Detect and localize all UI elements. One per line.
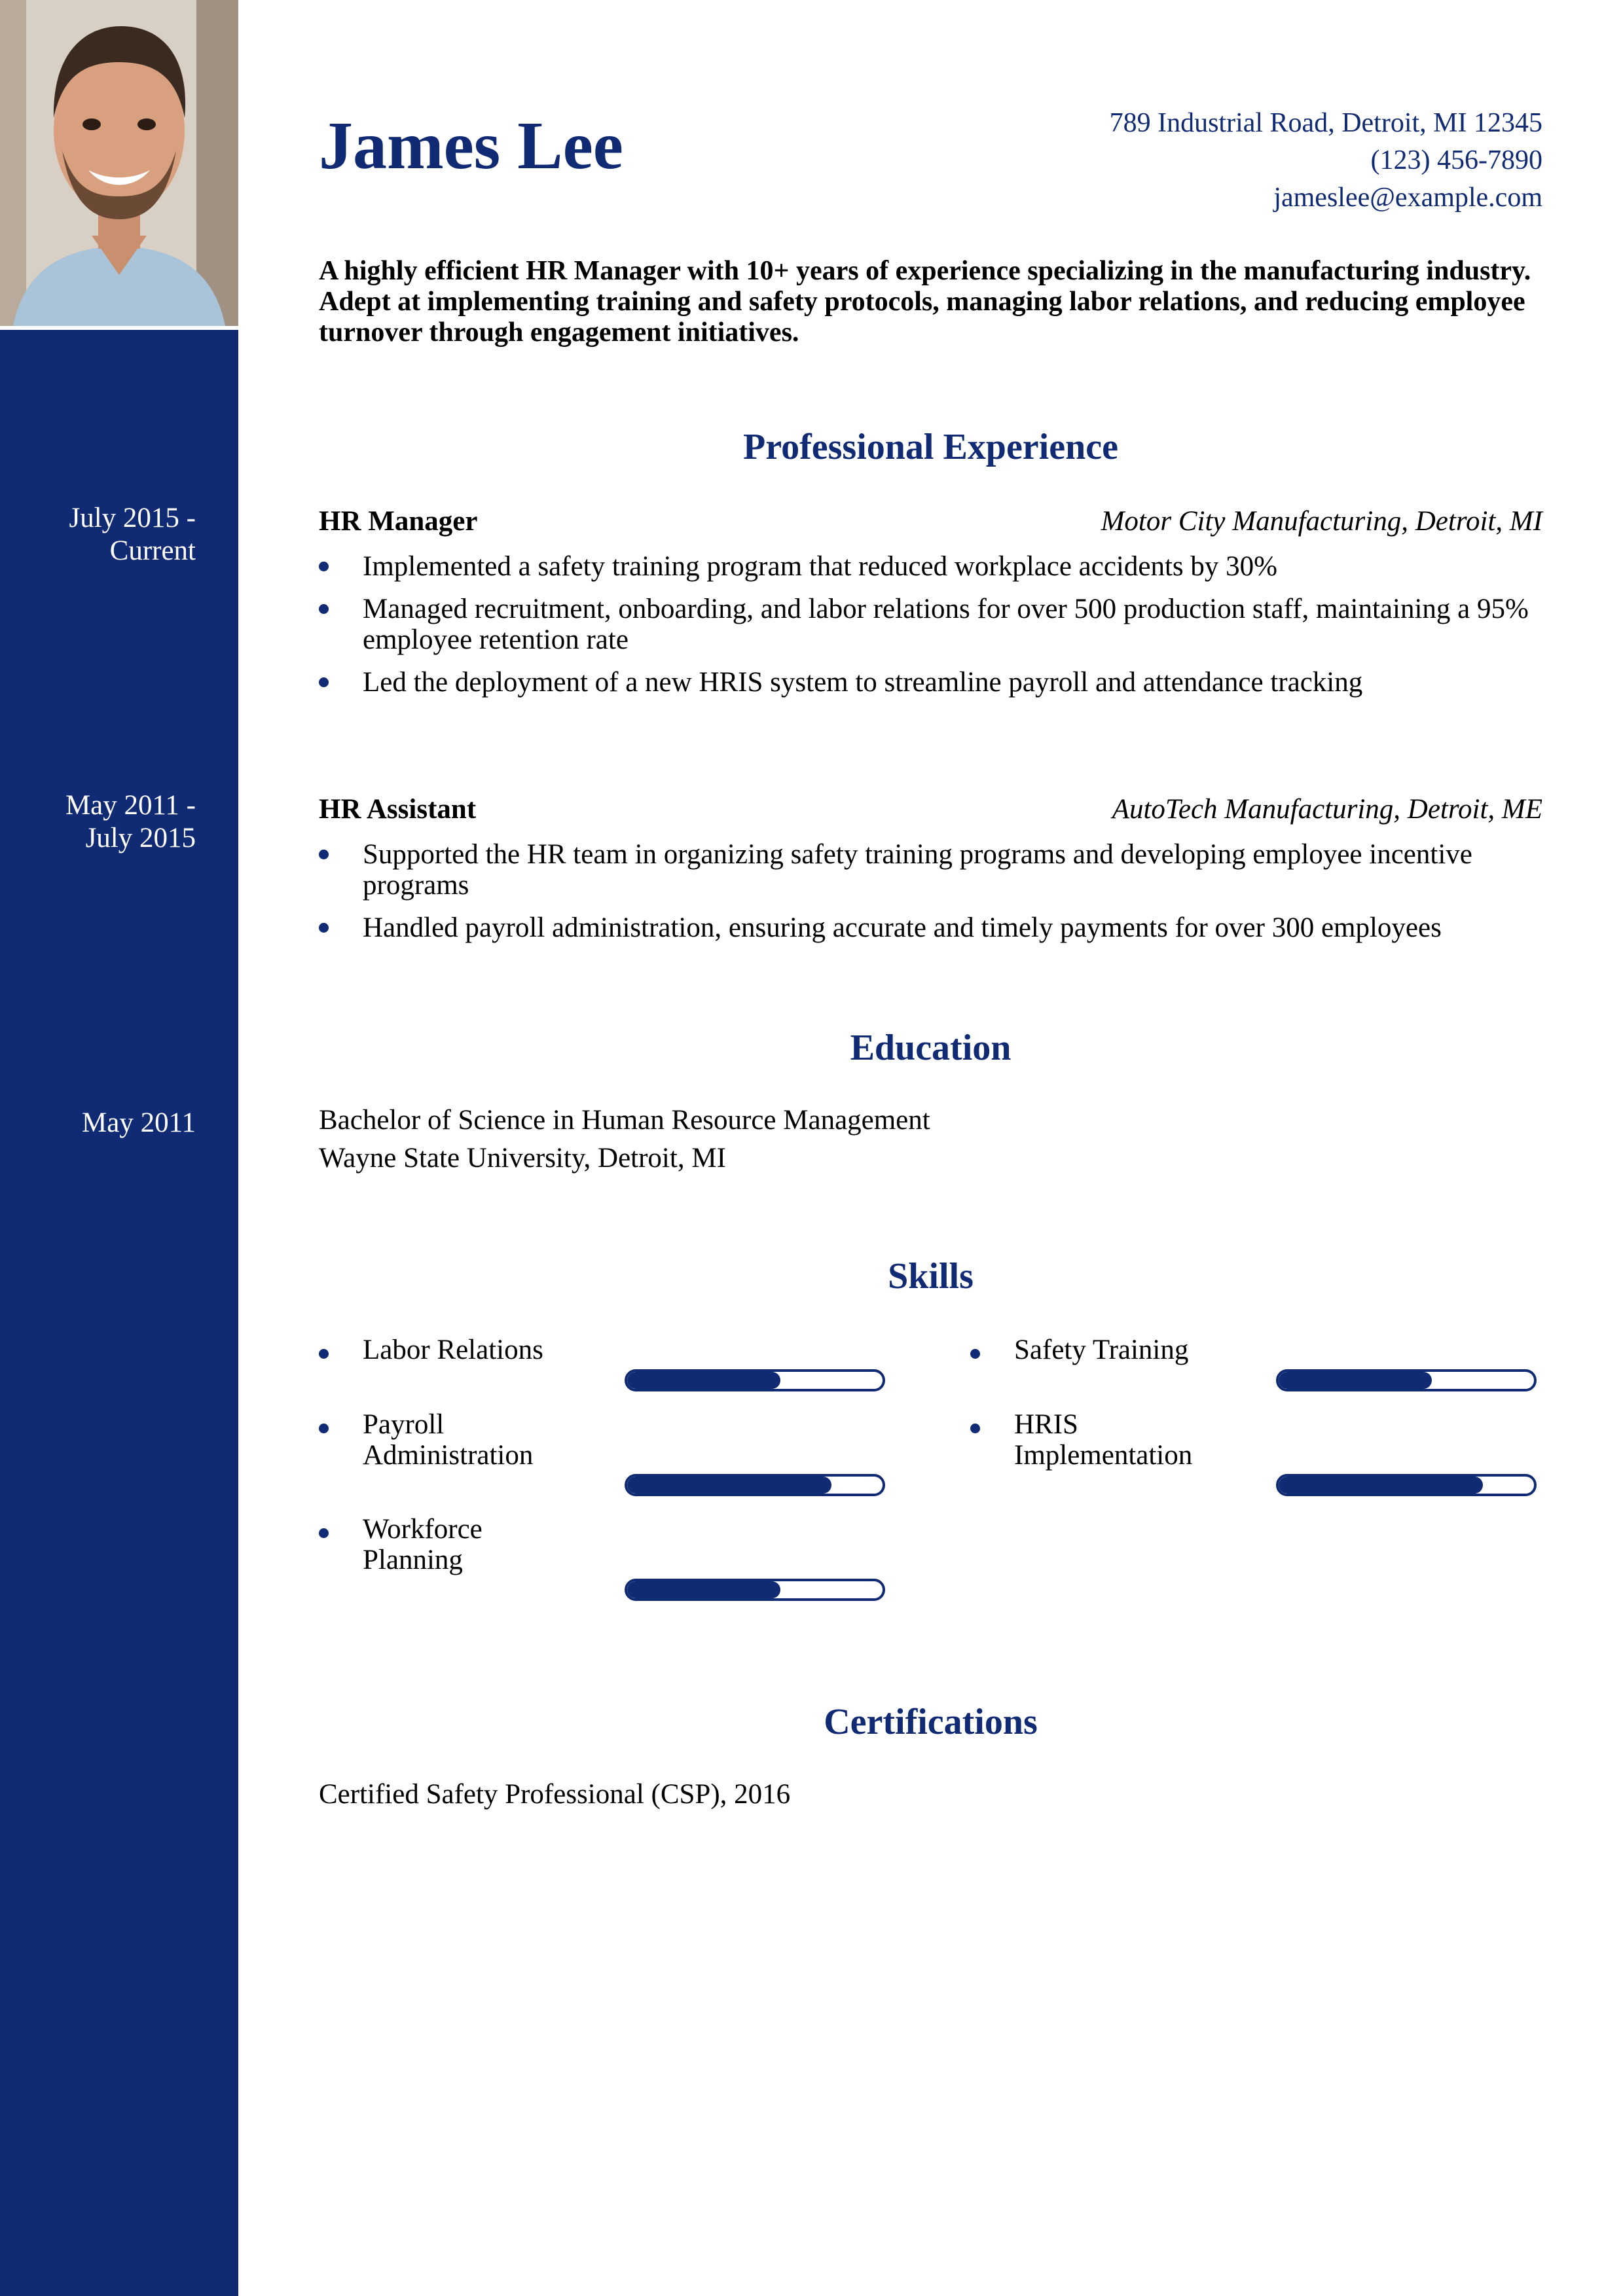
bullet-icon	[319, 1528, 329, 1538]
bullet-icon	[319, 562, 329, 571]
list-item: Handled payroll administration, ensuring…	[319, 912, 1550, 943]
education-entry: Bachelor of Science in Human Resource Ma…	[319, 1102, 930, 1177]
job-company: AutoTech Manufacturing, Detroit, ME	[1112, 794, 1542, 825]
job-bullets: Implemented a safety training program th…	[319, 551, 1550, 709]
skill-item: Safety Training	[970, 1335, 1546, 1407]
bullet-icon	[970, 1424, 980, 1433]
bullet-icon	[319, 1424, 329, 1433]
profile-photo	[0, 0, 238, 326]
skill-level-fill	[1279, 1477, 1483, 1494]
skill-level-fill	[627, 1477, 831, 1494]
skill-label: HRIS Implementation	[1014, 1409, 1193, 1471]
bullet-icon	[970, 1349, 980, 1359]
skill-level-bar	[1276, 1474, 1537, 1496]
skill-level-bar	[625, 1474, 885, 1496]
school: Wayne State University, Detroit, MI	[319, 1143, 726, 1174]
job-dates: July 2015 - Current	[69, 503, 196, 566]
skill-level-bar	[625, 1579, 885, 1601]
job-bullets: Supported the HR team in organizing safe…	[319, 839, 1550, 955]
certification-item: Certified Safety Professional (CSP), 201…	[319, 1779, 791, 1810]
skill-level-fill	[627, 1581, 780, 1598]
photo-divider	[0, 326, 238, 330]
skill-item: Workforce Planning	[319, 1514, 895, 1601]
skill-label: Workforce Planning	[363, 1514, 483, 1575]
list-item: Managed recruitment, onboarding, and lab…	[319, 594, 1550, 655]
degree: Bachelor of Science in Human Resource Ma…	[319, 1105, 930, 1136]
address: 789 Industrial Road, Detroit, MI 12345	[1109, 108, 1542, 138]
job-title: HR Manager	[319, 506, 478, 537]
list-item: Implemented a safety training program th…	[319, 551, 1550, 582]
skill-level-bar	[1276, 1369, 1537, 1391]
list-item: Supported the HR team in organizing safe…	[319, 839, 1550, 901]
job-company: Motor City Manufacturing, Detroit, MI	[1101, 506, 1542, 537]
skill-level-fill	[1279, 1372, 1432, 1389]
job-header: HR Assistant AutoTech Manufacturing, Det…	[319, 791, 1542, 831]
list-item: Led the deployment of a new HRIS system …	[319, 667, 1550, 698]
skill-label: Payroll Administration	[363, 1409, 534, 1471]
summary: A highly efficient HR Manager with 10+ y…	[319, 256, 1531, 348]
bullet-icon	[319, 1349, 329, 1359]
skill-item: HRIS Implementation	[970, 1409, 1546, 1496]
skill-level-bar	[625, 1369, 885, 1391]
bullet-icon	[319, 923, 329, 933]
section-title-education: Education	[850, 1028, 1012, 1068]
bullet-icon	[319, 604, 329, 614]
job-title: HR Assistant	[319, 794, 477, 825]
skill-item: Payroll Administration	[319, 1409, 895, 1496]
job-dates: May 2011 - July 2015	[65, 790, 196, 853]
section-title-skills: Skills	[888, 1256, 974, 1297]
job-header: HR Manager Motor City Manufacturing, Det…	[319, 503, 1542, 543]
section-title-experience: Professional Experience	[743, 427, 1118, 467]
skill-label: Safety Training	[1014, 1335, 1189, 1365]
bullet-icon	[319, 850, 329, 859]
skill-label: Labor Relations	[363, 1335, 543, 1365]
section-title-certifications: Certifications	[824, 1702, 1038, 1742]
skill-level-fill	[627, 1372, 780, 1389]
education-date: May 2011	[82, 1107, 196, 1138]
contact-info: 789 Industrial Road, Detroit, MI 12345 (…	[1110, 105, 1542, 217]
email-link[interactable]: jameslee@example.com	[1273, 183, 1542, 213]
candidate-name: James Lee	[319, 108, 623, 183]
phone: (123) 456-7890	[1370, 145, 1542, 175]
sidebar	[0, 0, 238, 2296]
bullet-icon	[319, 677, 329, 687]
skill-item: Labor Relations	[319, 1335, 895, 1407]
